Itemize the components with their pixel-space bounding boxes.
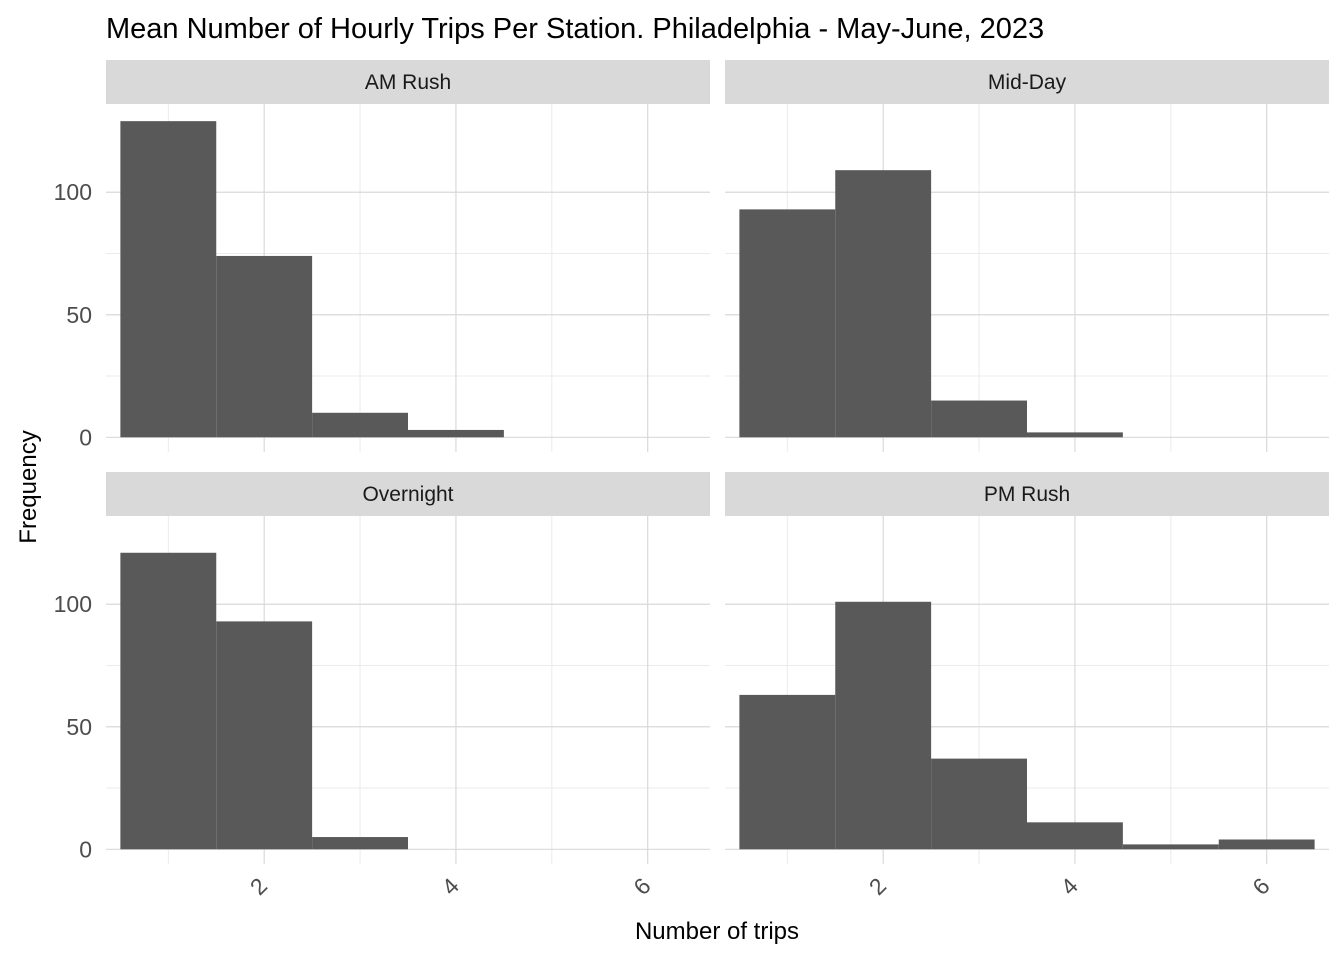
panel-am-rush: AM Rush 0 50 100: [54, 60, 710, 452]
panel-pm-rush: PM Rush 2 4 6: [725, 472, 1329, 900]
histogram-bar: [1027, 432, 1123, 438]
y-tick-label: 0: [79, 836, 92, 862]
y-tick-label: 50: [66, 714, 92, 740]
panel-strip-am-rush: [106, 60, 710, 104]
chart-title: Mean Number of Hourly Trips Per Station.…: [106, 13, 1044, 45]
histogram-bar: [120, 552, 217, 850]
y-tick-label: 100: [54, 179, 92, 205]
histogram-bar: [1027, 822, 1123, 850]
histogram-bar: [408, 429, 504, 438]
panel-mid-day: Mid-Day: [725, 60, 1329, 452]
histogram-bar: [835, 170, 932, 438]
y-tick-label: 100: [54, 591, 92, 617]
histogram-bar: [312, 412, 408, 438]
x-tick-label: 2: [245, 873, 272, 900]
histogram-bar: [739, 209, 836, 438]
panel-strip-overnight: [106, 472, 710, 516]
x-tick-label: 2: [864, 873, 891, 900]
histogram-bar: [931, 400, 1027, 438]
x-tick-label: 4: [1056, 872, 1084, 900]
panel-strip-mid-day: [725, 60, 1329, 104]
y-tick-label: 50: [66, 302, 92, 328]
histogram-bar: [1218, 839, 1315, 850]
histogram-bar: [931, 758, 1027, 850]
x-tick-label: 4: [437, 872, 465, 900]
x-tick-label: 6: [628, 873, 655, 900]
histogram-bar: [312, 837, 408, 850]
y-tick-label: 0: [79, 424, 92, 450]
histogram-bar: [739, 694, 836, 850]
panel-strip-label: PM Rush: [984, 483, 1070, 506]
panel-strip-label: AM Rush: [365, 71, 451, 94]
panel-overnight: Overnight 0 50 100 2 4 6: [54, 472, 710, 900]
panel-strip-label: Overnight: [362, 483, 453, 506]
panel-strip-label: Mid-Day: [988, 71, 1067, 94]
histogram-bar: [216, 255, 313, 438]
histogram-bar: [216, 621, 313, 850]
x-tick-label: 6: [1247, 873, 1274, 900]
histogram-bar: [1122, 844, 1219, 850]
histogram-bar: [120, 121, 217, 438]
y-axis-label: Frequency: [15, 430, 42, 543]
x-axis-label: Number of trips: [635, 918, 799, 945]
histogram-bar: [835, 601, 932, 850]
panel-strip-pm-rush: [725, 472, 1329, 516]
